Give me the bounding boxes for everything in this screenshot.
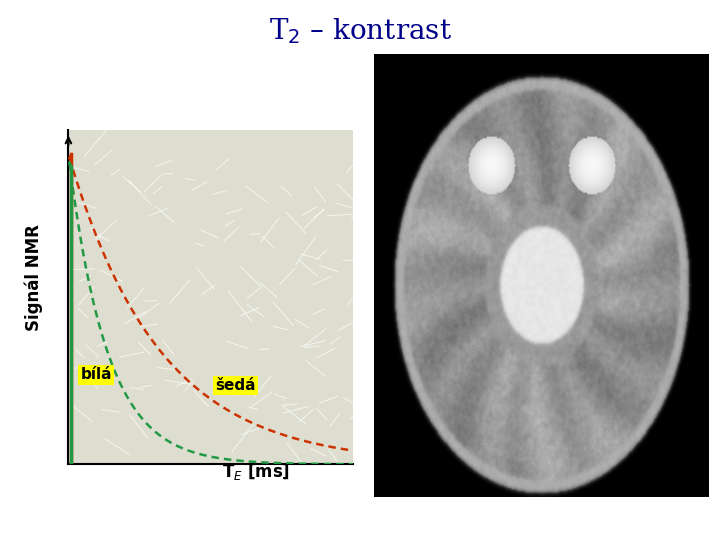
Text: bílá: bílá xyxy=(81,367,112,382)
Text: šedá: šedá xyxy=(216,378,256,393)
Text: T$_2$ – kontrast: T$_2$ – kontrast xyxy=(269,16,451,46)
Text: Signál NMR: Signál NMR xyxy=(25,224,43,331)
Text: T$_E$ [ms]: T$_E$ [ms] xyxy=(222,461,289,482)
